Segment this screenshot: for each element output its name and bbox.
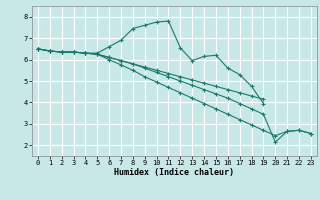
X-axis label: Humidex (Indice chaleur): Humidex (Indice chaleur) [115, 168, 234, 177]
